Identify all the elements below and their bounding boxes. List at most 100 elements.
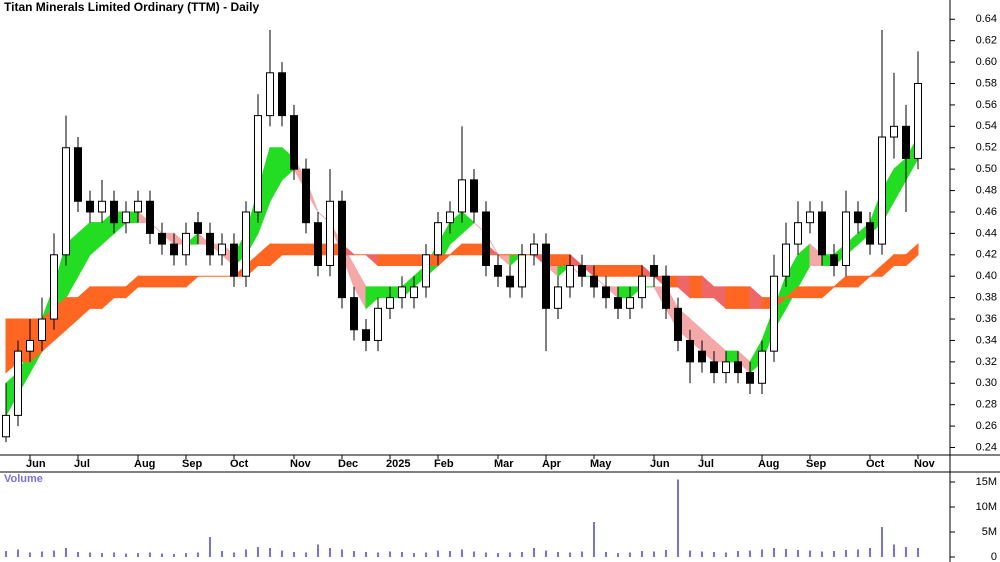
volume-bar [737,551,739,557]
candle-body [254,115,262,213]
ma-ribbon [377,286,391,299]
ma-ribbon [857,275,872,289]
candle-body [194,222,202,234]
candle-body [278,72,286,117]
volume-bar [245,549,247,557]
x-tick-label: Nov [290,458,312,470]
y-tick-label: 0.44 [976,227,997,239]
candle-body [566,265,574,288]
candle-body [86,200,94,213]
volume-bar [473,551,475,557]
volume-bar [797,550,799,557]
candle-body [578,265,586,277]
candle-body [734,361,742,374]
candle-body [74,147,82,202]
volume-bar [161,553,163,557]
ma-ribbon [893,157,907,204]
volume-bar [581,551,583,557]
x-tick-label: Jun [650,458,670,470]
volume-bar [437,550,439,557]
ma-ribbon [125,275,139,299]
y-tick-label: 15M [976,476,997,488]
y-tick-label: 0.30 [976,377,997,389]
volume-bar [317,544,319,557]
y-tick-label: 0.36 [976,313,997,325]
ma-ribbon [725,350,739,363]
candle-body [758,350,766,384]
candle-body [722,361,730,374]
volume-bar [509,552,511,557]
y-tick-label: 0.48 [976,184,997,196]
volume-bar [833,551,835,557]
x-tick-label: Sep [182,458,202,470]
candle-body [134,200,142,213]
ma-ribbon [401,254,415,267]
candle-body [782,243,790,277]
ma-ribbon [893,254,907,267]
ma-ribbon [161,275,175,288]
volume-bar [461,549,463,557]
candle-body [530,243,538,256]
volume-bar [497,553,499,557]
y-tick-label: 0.42 [976,249,997,261]
candle-body [302,168,310,224]
candle-body [182,232,190,256]
candle-body [350,297,358,331]
x-tick-label: Jun [26,458,46,470]
ma-ribbon [257,242,271,267]
volume-bar [329,548,331,557]
volume-bar [773,548,775,557]
volume-bar [725,552,727,557]
volume-bar [101,553,103,557]
volume-bar [557,552,559,557]
candle-body [218,243,226,256]
ma-ribbon [677,275,691,299]
y-tick-label: 0.58 [976,77,997,89]
volume-bar [665,550,667,557]
volume-bar [917,548,919,557]
x-tick-label: Oct [866,458,885,470]
volume-bar [749,550,751,557]
candle-body [614,297,622,309]
ma-ribbon [89,286,103,309]
candle-body [26,339,34,352]
volume-bar [389,551,391,557]
ma-ribbon [149,275,163,288]
candle-body [14,350,22,416]
x-tick-label: Mar [494,458,514,470]
y-tick-label: 0.52 [976,142,997,154]
candle-body [518,254,526,288]
candle-body [446,211,454,224]
volume-bar [365,552,367,557]
candle-body [410,286,418,299]
candle-body [818,211,826,256]
candle-body [374,307,382,341]
candle-body [314,222,322,267]
ma-ribbon [281,243,295,256]
y-tick-label: 0.34 [976,334,997,346]
y-tick-label: 0.28 [976,399,997,411]
candle-body [494,265,502,277]
volume-bar [149,552,151,557]
ma-ribbon [701,275,715,299]
ma-ribbon [173,275,187,288]
ma-ribbon [617,286,631,299]
volume-bar [125,553,127,557]
volume-bar [233,552,235,557]
volume-bar [413,553,415,557]
volume-bar [53,550,55,557]
ma-ribbon [293,243,307,256]
candle-body [554,286,562,309]
ma-ribbon [605,265,619,277]
volume-bar [29,552,31,557]
y-tick-label: 0.54 [976,120,997,132]
volume-bar [425,552,427,557]
y-tick-label: 5M [982,526,997,538]
ma-ribbon [101,286,115,310]
ma-ribbon [905,242,919,267]
ma-ribbon [89,222,103,256]
candle-body [170,243,178,256]
x-tick-label: Nov [914,458,936,470]
candle-body [62,147,70,256]
y-tick-label: 10M [976,501,997,513]
